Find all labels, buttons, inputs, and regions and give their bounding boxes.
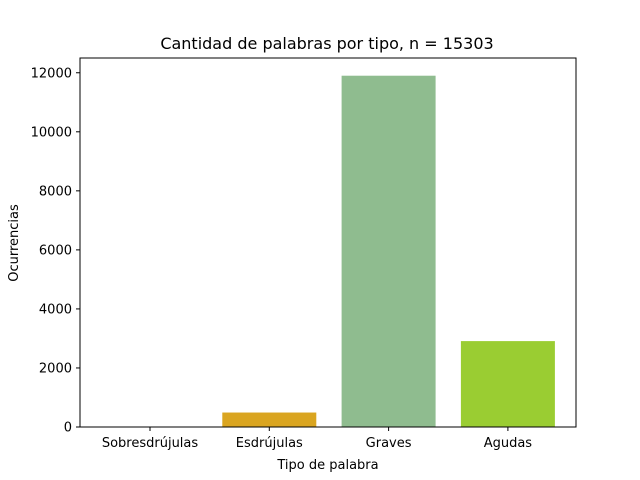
y-tick-label-6: 12000	[31, 66, 72, 81]
x-tick-label-0: Sobresdrújulas	[102, 436, 199, 451]
y-tick-label-1: 2000	[39, 361, 72, 376]
y-tick-label-3: 6000	[39, 243, 72, 258]
y-tick-label-2: 4000	[39, 302, 72, 317]
chart-title: Cantidad de palabras por tipo, n = 15303	[160, 34, 493, 53]
x-tick-label-3: Agudas	[484, 436, 533, 451]
bar-2	[341, 75, 436, 427]
y-axis: 0 2000 4000 6000 8000 10000 12000	[31, 66, 80, 436]
y-tick-label-0: 0	[64, 421, 72, 436]
y-axis-label: Ocurrencias	[7, 204, 22, 282]
bar-1	[222, 412, 317, 427]
x-axis: Sobresdrújulas Esdrújulas Graves Agudas	[102, 427, 532, 451]
x-axis-label: Tipo de palabra	[276, 458, 378, 473]
x-tick-label-1: Esdrújulas	[236, 436, 303, 451]
bar-3	[460, 341, 555, 427]
plot-frame	[79, 57, 577, 428]
y-tick-label-4: 8000	[39, 184, 72, 199]
x-tick-label-2: Graves	[366, 436, 412, 451]
y-tick-label-5: 10000	[31, 125, 72, 140]
bars-group	[103, 75, 555, 427]
